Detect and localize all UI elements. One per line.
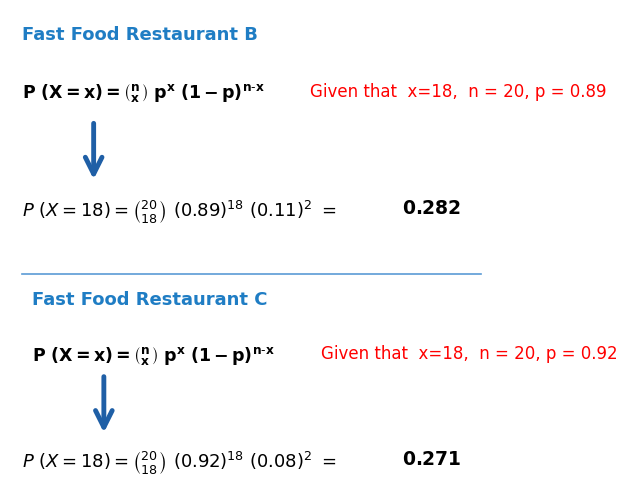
Text: $P\ (X = 18) = \binom{20}{18}\ (0.92)^{18}\ (0.08)^2\ =$: $P\ (X = 18) = \binom{20}{18}\ (0.92)^{1… [22, 450, 337, 477]
Text: $\mathbf{P\ (X = x) = \binom{n}{x}\ p^x\ (1 - p)^{n\text{-}x}}$: $\mathbf{P\ (X = x) = \binom{n}{x}\ p^x\… [22, 83, 265, 105]
Text: $P\ (X = 18) = \binom{20}{18}\ (0.89)^{18}\ (0.11)^2\ =$: $P\ (X = 18) = \binom{20}{18}\ (0.89)^{1… [22, 198, 337, 226]
Text: Fast Food Restaurant C: Fast Food Restaurant C [32, 291, 268, 309]
Text: Fast Food Restaurant B: Fast Food Restaurant B [22, 26, 258, 44]
Text: Given that  x=18,  n = 20, p = 0.92: Given that x=18, n = 20, p = 0.92 [320, 345, 617, 364]
Text: $\mathbf{P\ (X = x) = \binom{n}{x}\ p^x\ (1 - p)^{n\text{-}x}}$: $\mathbf{P\ (X = x) = \binom{n}{x}\ p^x\… [32, 345, 275, 368]
Text: $\mathbf{0.271}$: $\mathbf{0.271}$ [402, 450, 461, 468]
Text: $\mathbf{0.282}$: $\mathbf{0.282}$ [402, 198, 461, 218]
Text: Given that  x=18,  n = 20, p = 0.89: Given that x=18, n = 20, p = 0.89 [310, 83, 607, 101]
